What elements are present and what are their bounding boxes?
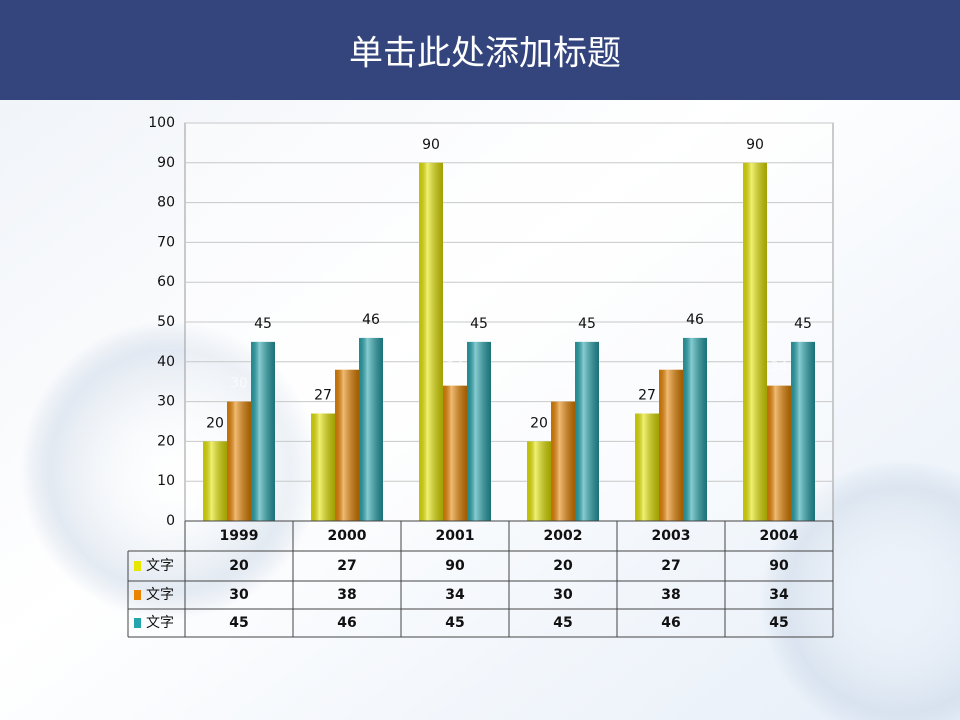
data-label: 90 bbox=[746, 137, 764, 153]
bar-shade bbox=[659, 369, 683, 521]
y-tick-label: 60 bbox=[157, 274, 175, 290]
table-cell: 45 bbox=[769, 615, 788, 631]
bar-shade bbox=[575, 341, 599, 521]
data-label: 45 bbox=[794, 316, 812, 332]
data-label: 20 bbox=[206, 415, 224, 431]
x-tick-label: 2003 bbox=[652, 528, 691, 544]
bar-shade bbox=[203, 441, 227, 521]
data-label: 45 bbox=[254, 316, 272, 332]
bar-shade bbox=[551, 401, 575, 521]
table-cell: 27 bbox=[337, 558, 356, 574]
data-label: 46 bbox=[686, 312, 704, 328]
data-label: 30 bbox=[554, 376, 572, 392]
data-label: 30 bbox=[230, 376, 248, 392]
chart-title: 单击此处添加标题 bbox=[349, 34, 621, 74]
table-cell: 46 bbox=[661, 615, 680, 631]
data-label: 38 bbox=[338, 344, 356, 360]
bar-shade bbox=[311, 413, 335, 521]
table-cell: 30 bbox=[229, 587, 249, 603]
table-cell: 46 bbox=[337, 615, 356, 631]
y-tick-label: 20 bbox=[157, 433, 175, 449]
legend-label: 文字 bbox=[146, 587, 174, 603]
data-label: 90 bbox=[422, 137, 440, 153]
data-label: 46 bbox=[362, 312, 380, 328]
table-cell: 45 bbox=[445, 615, 464, 631]
table-cell: 30 bbox=[553, 587, 573, 603]
data-label: 38 bbox=[662, 344, 680, 360]
legend-label: 文字 bbox=[146, 558, 174, 574]
y-tick-label: 40 bbox=[157, 354, 175, 370]
legend-key bbox=[134, 590, 141, 600]
x-tick-label: 1999 bbox=[220, 528, 259, 544]
data-label: 27 bbox=[314, 388, 332, 404]
y-tick-label: 30 bbox=[157, 394, 175, 410]
bar-shade bbox=[251, 341, 275, 521]
bar-shade bbox=[767, 385, 791, 521]
globe-decoration bbox=[760, 460, 960, 720]
bar-shade bbox=[443, 385, 467, 521]
table-cell: 34 bbox=[445, 587, 465, 603]
y-tick-label: 10 bbox=[157, 473, 175, 489]
table-cell: 20 bbox=[553, 558, 573, 574]
data-label: 34 bbox=[446, 360, 464, 376]
table-cell: 27 bbox=[661, 558, 680, 574]
bar-shade bbox=[683, 337, 707, 521]
x-tick-label: 2004 bbox=[760, 528, 799, 544]
table-cell: 38 bbox=[661, 587, 680, 603]
data-label: 20 bbox=[530, 415, 548, 431]
bar-shade bbox=[335, 369, 359, 521]
x-tick-label: 2000 bbox=[328, 528, 367, 544]
bar-shade bbox=[359, 337, 383, 521]
legend-label: 文字 bbox=[146, 615, 174, 631]
bar-shade bbox=[527, 441, 551, 521]
data-label: 34 bbox=[770, 360, 788, 376]
y-tick-label: 90 bbox=[157, 155, 175, 171]
data-label: 27 bbox=[638, 388, 656, 404]
bar-shade bbox=[635, 413, 659, 521]
x-tick-label: 2002 bbox=[544, 528, 583, 544]
y-tick-label: 70 bbox=[157, 234, 175, 250]
table-cell: 38 bbox=[337, 587, 356, 603]
data-label: 45 bbox=[470, 316, 488, 332]
y-tick-label: 0 bbox=[166, 513, 175, 529]
table-cell: 45 bbox=[229, 615, 248, 631]
table-cell: 90 bbox=[445, 558, 465, 574]
globe-decoration bbox=[20, 320, 320, 620]
table-cell: 90 bbox=[769, 558, 789, 574]
bar-shade bbox=[743, 162, 767, 522]
y-tick-label: 50 bbox=[157, 314, 175, 330]
y-tick-label: 80 bbox=[157, 195, 175, 211]
header-band bbox=[0, 0, 960, 100]
bar-shade bbox=[419, 162, 443, 522]
legend-key bbox=[134, 561, 141, 571]
table-cell: 20 bbox=[229, 558, 249, 574]
bar-shade bbox=[791, 341, 815, 521]
table-cell: 45 bbox=[553, 615, 572, 631]
legend-key bbox=[134, 618, 141, 628]
x-tick-label: 2001 bbox=[436, 528, 475, 544]
bar-shade bbox=[467, 341, 491, 521]
data-label: 45 bbox=[578, 316, 596, 332]
y-tick-label: 100 bbox=[148, 115, 175, 131]
table-cell: 34 bbox=[769, 587, 789, 603]
bar-shade bbox=[227, 401, 251, 521]
